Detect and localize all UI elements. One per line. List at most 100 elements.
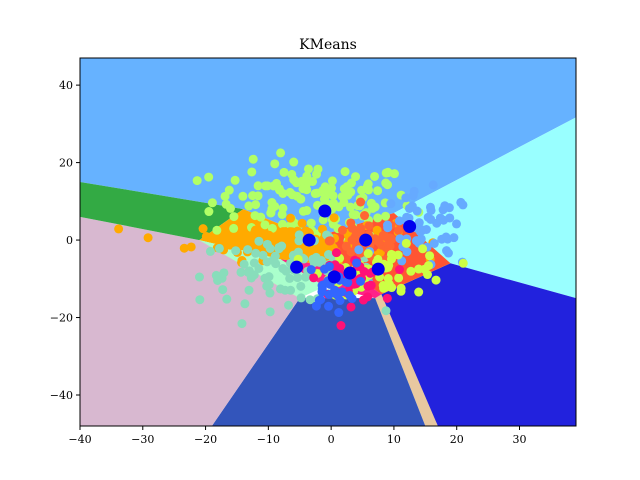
data-point bbox=[314, 257, 324, 267]
data-point bbox=[358, 295, 368, 305]
data-point bbox=[286, 285, 296, 295]
data-point bbox=[253, 181, 263, 191]
data-point bbox=[409, 186, 419, 196]
y-tick-label: 40 bbox=[59, 79, 73, 92]
data-point bbox=[278, 188, 288, 198]
data-point bbox=[404, 203, 414, 213]
data-point bbox=[449, 233, 459, 243]
data-point bbox=[348, 210, 358, 220]
data-point bbox=[229, 212, 239, 222]
centroid-0 bbox=[318, 204, 332, 218]
data-point bbox=[179, 243, 189, 253]
data-point bbox=[426, 214, 436, 224]
data-point bbox=[264, 280, 274, 290]
data-point bbox=[401, 238, 411, 248]
data-point bbox=[333, 290, 343, 300]
data-point bbox=[359, 266, 369, 276]
data-point bbox=[297, 176, 307, 186]
data-point bbox=[352, 258, 362, 268]
data-point bbox=[445, 213, 455, 223]
x-tick-label: −30 bbox=[131, 433, 154, 446]
y-tick-label: −40 bbox=[50, 389, 73, 402]
data-point bbox=[324, 290, 334, 300]
data-point bbox=[229, 223, 239, 233]
y-tick-label: 20 bbox=[59, 157, 73, 170]
data-point bbox=[218, 285, 228, 295]
data-point bbox=[424, 261, 434, 271]
data-point bbox=[254, 236, 264, 246]
data-point bbox=[284, 300, 294, 310]
data-point bbox=[373, 213, 383, 223]
x-tick-label: −40 bbox=[68, 433, 91, 446]
data-point bbox=[267, 198, 277, 208]
data-point bbox=[243, 245, 253, 255]
data-point bbox=[265, 288, 275, 298]
data-point bbox=[286, 213, 296, 223]
cluster-centroids bbox=[290, 204, 417, 284]
data-point bbox=[328, 200, 338, 210]
data-point bbox=[281, 266, 291, 276]
centroid-6 bbox=[343, 266, 357, 280]
plot-area bbox=[80, 58, 576, 426]
data-point bbox=[401, 193, 411, 203]
data-point bbox=[366, 280, 376, 290]
data-point bbox=[305, 295, 315, 305]
x-tick-label: −20 bbox=[194, 433, 217, 446]
data-point bbox=[260, 181, 270, 191]
data-point bbox=[314, 244, 324, 254]
data-point bbox=[373, 186, 383, 196]
data-point bbox=[194, 272, 204, 282]
data-point bbox=[279, 233, 289, 243]
data-point bbox=[347, 235, 357, 245]
data-point bbox=[306, 265, 316, 275]
data-point bbox=[425, 202, 435, 212]
data-point bbox=[214, 243, 224, 253]
centroid-3 bbox=[403, 220, 417, 234]
data-point bbox=[114, 224, 124, 234]
data-point bbox=[356, 197, 366, 207]
x-tick-label: 0 bbox=[328, 433, 335, 446]
centroid-1 bbox=[302, 233, 316, 247]
data-point bbox=[356, 223, 366, 233]
data-point bbox=[265, 244, 275, 254]
data-point bbox=[382, 261, 392, 271]
data-point bbox=[276, 148, 286, 158]
data-point bbox=[327, 176, 337, 186]
data-point bbox=[414, 287, 424, 297]
data-point bbox=[225, 240, 235, 250]
data-point bbox=[382, 220, 392, 230]
data-point bbox=[249, 258, 259, 268]
data-point bbox=[324, 261, 334, 271]
data-point bbox=[213, 275, 223, 285]
data-point bbox=[259, 229, 269, 239]
data-point bbox=[443, 248, 453, 258]
data-point bbox=[204, 172, 214, 182]
data-point bbox=[231, 246, 241, 256]
data-point bbox=[246, 234, 256, 244]
data-point bbox=[270, 159, 280, 169]
data-point bbox=[372, 225, 382, 235]
x-axis: −40 −30 −20 −10 0 10 20 30 bbox=[68, 426, 526, 446]
data-point bbox=[277, 241, 287, 251]
data-point bbox=[222, 294, 232, 304]
data-point bbox=[265, 307, 275, 317]
data-point bbox=[201, 231, 211, 241]
data-point bbox=[204, 207, 214, 217]
region-5 bbox=[80, 216, 300, 426]
data-point bbox=[311, 169, 321, 179]
data-point bbox=[383, 168, 393, 178]
data-point bbox=[360, 211, 370, 221]
chart-title: KMeans bbox=[299, 37, 357, 53]
data-point bbox=[237, 319, 247, 329]
data-point bbox=[428, 180, 438, 190]
data-point bbox=[339, 197, 349, 207]
data-point bbox=[346, 302, 356, 312]
centroid-7 bbox=[371, 262, 385, 276]
data-point bbox=[354, 245, 364, 255]
data-point bbox=[324, 236, 334, 246]
data-point bbox=[207, 198, 217, 208]
region-2 bbox=[375, 263, 576, 426]
data-point bbox=[345, 290, 355, 300]
data-point bbox=[337, 225, 347, 235]
data-point bbox=[238, 191, 248, 201]
